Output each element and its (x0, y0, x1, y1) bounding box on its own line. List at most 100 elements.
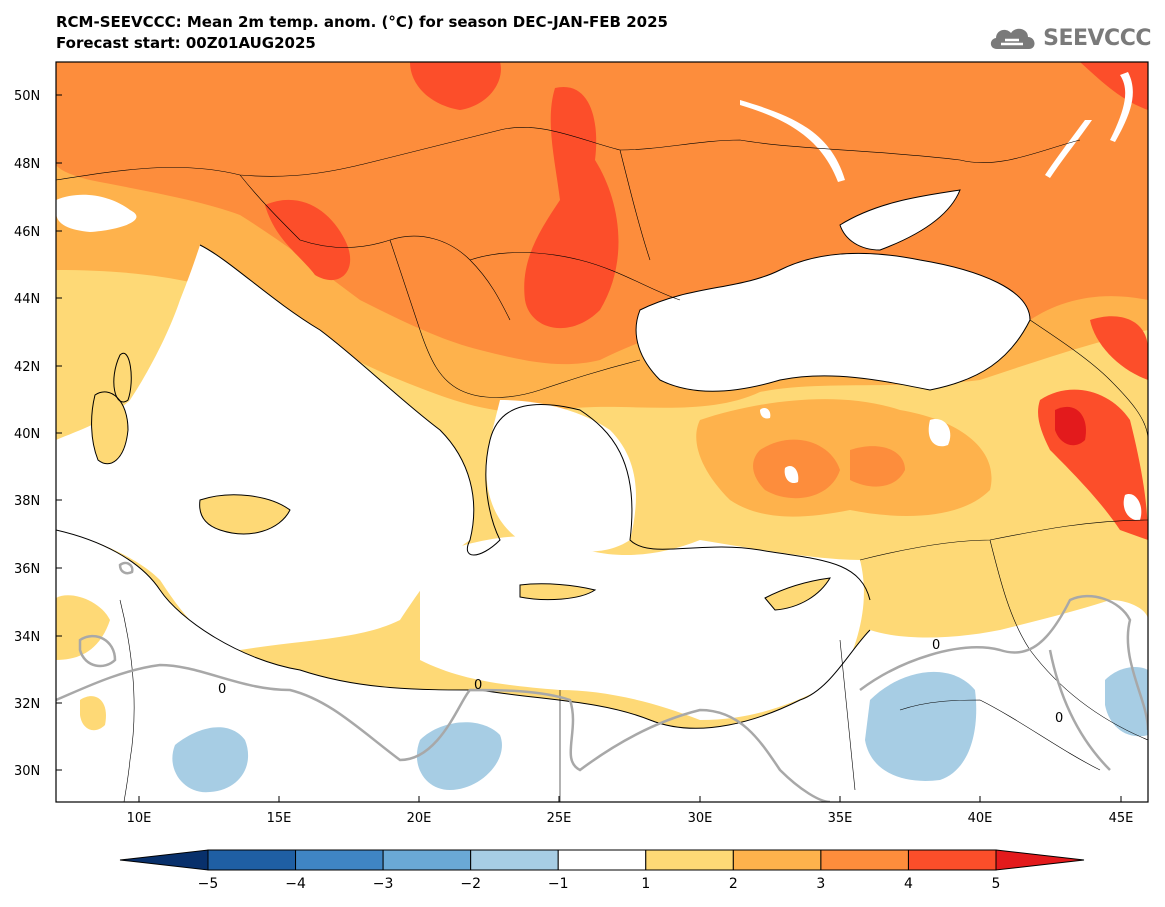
border (56, 127, 1081, 181)
coastline-black-sea (635, 252, 1031, 392)
lat-label: 34N (14, 630, 40, 645)
colorbar-tick-label: −3 (373, 876, 394, 892)
sea-azov (840, 190, 960, 250)
lon-axis: 10E 15E 20E 25E 30E 35E 40E 45E (127, 796, 1134, 826)
colorbar-tick-label: 5 (992, 876, 1001, 892)
map-frame (55, 61, 1149, 803)
river-don (1045, 120, 1092, 178)
anomaly-3-4-anatolia-west (753, 439, 840, 499)
lat-label: 50N (14, 89, 40, 104)
sea-black-sea (636, 253, 1030, 392)
border (119, 599, 135, 802)
lon-label: 20E (407, 811, 432, 826)
colorbar-segment (207, 849, 297, 871)
colorbar-segment (295, 849, 384, 871)
lon-label: 25E (547, 811, 572, 826)
lat-label: 36N (14, 562, 40, 577)
anomaly-white-spot (760, 407, 771, 419)
colorbar-segment (470, 849, 559, 871)
sea-adriatic-ionian-mediterranean (56, 245, 474, 650)
coastline-crete (519, 583, 597, 601)
coastline-main (199, 244, 871, 601)
border (619, 149, 651, 261)
zero-contours (56, 561, 1148, 802)
river-dnieper (740, 100, 845, 182)
land-crete (520, 583, 595, 600)
coastline-sardinia (91, 391, 129, 465)
colorbar-segment (907, 849, 997, 871)
colorbar-segment (557, 849, 647, 871)
border (1029, 319, 1148, 441)
anomaly-1-2-libya-west (80, 696, 106, 731)
lat-axis: 50N 48N 46N 44N 42N 40N 38N 36N 34N 32N … (14, 89, 62, 779)
anomaly-white-spot (928, 419, 951, 447)
lon-label: 15E (267, 811, 292, 826)
colorbar-right-arrow (995, 849, 1085, 871)
anomaly-field (56, 62, 1148, 802)
anomaly-white-spot (1123, 494, 1142, 521)
land-sicily (199, 494, 290, 534)
colorbar-tick-label: −2 (460, 876, 481, 892)
lon-label: 35E (828, 811, 853, 826)
border (389, 239, 641, 398)
colorbar-left-arrow (119, 849, 209, 871)
colorbar-tick-label: −1 (548, 876, 569, 892)
coastline-azov (839, 189, 961, 251)
colorbar-segment (820, 849, 909, 871)
anomaly-neg-1-2-libya (172, 727, 249, 793)
river-volga (1110, 72, 1133, 142)
anomaly-white-alps (56, 194, 137, 232)
anomaly-white-spot (784, 465, 799, 484)
lat-label: 42N (14, 360, 40, 375)
border (239, 174, 511, 321)
contour-label: 0 (1055, 711, 1063, 726)
lon-label: 30E (688, 811, 713, 826)
seevccc-logo: SEEVCCC (987, 22, 1151, 54)
anomaly-4-5-slovenia (265, 199, 351, 281)
colorbar-segment (645, 849, 734, 871)
anomaly-3-4-anatolia-east (850, 446, 905, 487)
lon-label: 45E (1109, 811, 1134, 826)
lat-label: 48N (14, 157, 40, 172)
cloud-icon (990, 28, 1035, 49)
lon-label: 10E (127, 811, 152, 826)
anomaly-1-2-tunisia (56, 595, 110, 660)
border (839, 639, 856, 791)
anomaly-4-5-romania (524, 86, 619, 329)
forecast-start: Forecast start: 00Z01AUG2025 (56, 34, 316, 52)
land-cyprus (765, 578, 830, 610)
sea-aegean (486, 400, 636, 552)
logo-text: SEEVCCC (1043, 25, 1151, 51)
contour-zero (859, 594, 1148, 731)
lat-label: 46N (14, 225, 40, 240)
contour-label: 0 (932, 638, 940, 653)
contour-label: 0 (218, 682, 226, 697)
colorbar-tick-label: −4 (285, 876, 306, 892)
lat-label: 44N (14, 292, 40, 307)
coastline-sicily (199, 494, 291, 535)
colorbar-tick-label: 1 (641, 876, 650, 892)
border (469, 252, 681, 301)
contour-zero (118, 561, 134, 575)
colorbar-tick-label: 2 (729, 876, 738, 892)
colorbar-tick-label: 4 (904, 876, 913, 892)
contour-zero (78, 634, 117, 668)
anomaly-4-5-carpathians-north (410, 62, 501, 110)
lat-label: 32N (14, 697, 40, 712)
colorbar: −5 −4 −3 −2 −1 1 2 3 4 5 (119, 849, 1085, 892)
title-block: RCM-SEEVCCC: Mean 2m temp. anom. (°C) fo… (56, 12, 668, 54)
coastline-corsica (113, 352, 132, 403)
contour-zero (1048, 649, 1111, 771)
colorbar-tick-label: −5 (198, 876, 219, 892)
lat-label: 40N (14, 427, 40, 442)
coastline-cyprus (764, 577, 831, 611)
map-title: RCM-SEEVCCC: Mean 2m temp. anom. (°C) fo… (56, 13, 668, 31)
lat-label: 30N (14, 764, 40, 779)
colorbar-segment (732, 849, 822, 871)
contour-label: 0 (474, 678, 482, 693)
lon-label: 40E (968, 811, 993, 826)
colorbar-tick-label: 3 (816, 876, 825, 892)
anomaly-neg-1-2-jordan (865, 671, 977, 781)
lat-label: 38N (14, 494, 40, 509)
